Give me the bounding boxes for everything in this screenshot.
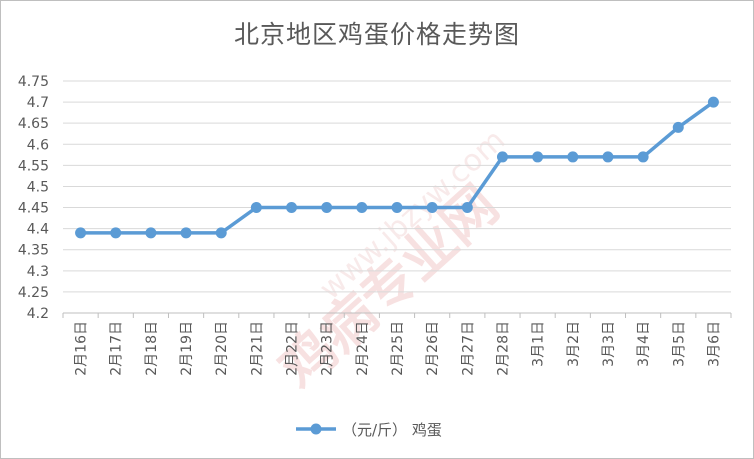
legend-marker: [310, 423, 322, 435]
gridlines: [63, 80, 731, 314]
data-point: [215, 227, 227, 239]
data-point: [426, 202, 438, 214]
legend: （元/斤） 鸡蛋: [296, 421, 442, 439]
data-point: [250, 202, 262, 214]
data-point: [110, 227, 122, 239]
x-tick-label: 2月21日: [249, 321, 265, 376]
data-point: [461, 202, 473, 214]
x-tick-label: 3月6日: [706, 321, 722, 367]
chart-title: 北京地区鸡蛋价格走势图: [233, 20, 520, 49]
x-tick-label: 2月17日: [109, 321, 125, 376]
x-tick-label: 2月19日: [179, 321, 195, 376]
data-point: [180, 227, 192, 239]
x-tick-label: 2月24日: [355, 321, 371, 376]
x-tick-label: 2月23日: [320, 321, 336, 376]
data-point: [707, 96, 719, 108]
y-tick-label: 4.4: [27, 222, 49, 238]
y-tick-label: 4.35: [18, 243, 49, 259]
y-tick-label: 4.75: [18, 74, 49, 90]
y-tick-label: 4.45: [18, 201, 49, 217]
x-tick-label: 3月3日: [601, 321, 617, 367]
x-tick-label: 2月18日: [144, 321, 160, 376]
data-point: [286, 202, 298, 214]
x-axis-ticks: 2月16日 2月17日 2月18日 2月19日 2月20日 2月21日 2月22日 2月23日…: [62, 313, 732, 376]
y-axis-ticks: 4.2 4.25 4.3 4.35 4.4 4.45 4.5 4.55 4.6 4.65 4.7 4.…: [18, 74, 49, 322]
x-tick-label: 3月5日: [671, 321, 687, 367]
x-tick-label: 2月20日: [214, 321, 230, 376]
data-point: [145, 227, 157, 239]
x-tick-label: 2月26日: [425, 321, 441, 376]
y-tick-label: 4.6: [27, 137, 49, 153]
data-point: [637, 151, 649, 163]
x-tick-label: 2月28日: [495, 321, 511, 376]
y-tick-label: 4.2: [27, 306, 49, 322]
data-point: [602, 151, 614, 163]
data-point: [75, 227, 87, 239]
y-tick-label: 4.3: [27, 264, 49, 280]
data-point: [532, 151, 544, 163]
y-tick-label: 4.65: [18, 116, 49, 132]
x-tick-label: 2月27日: [460, 321, 476, 376]
y-tick-label: 4.25: [18, 285, 49, 301]
x-tick-label: 3月1日: [531, 321, 547, 367]
data-point: [321, 202, 333, 214]
x-tick-label: 3月4日: [636, 321, 652, 367]
x-tick-label: 2月16日: [74, 321, 90, 376]
data-point: [567, 151, 579, 163]
x-tick-label: 2月25日: [390, 321, 406, 376]
data-point: [496, 151, 508, 163]
legend-label: （元/斤） 鸡蛋: [342, 421, 442, 439]
x-tick-label: 3月2日: [566, 321, 582, 367]
data-point: [391, 202, 403, 214]
y-tick-label: 4.55: [18, 158, 49, 174]
data-point: [672, 121, 684, 133]
x-tick-label: 2月22日: [285, 321, 301, 376]
series-eggs: [75, 96, 719, 239]
data-point: [356, 202, 368, 214]
y-tick-label: 4.7: [27, 95, 49, 111]
y-tick-label: 4.5: [27, 179, 49, 195]
